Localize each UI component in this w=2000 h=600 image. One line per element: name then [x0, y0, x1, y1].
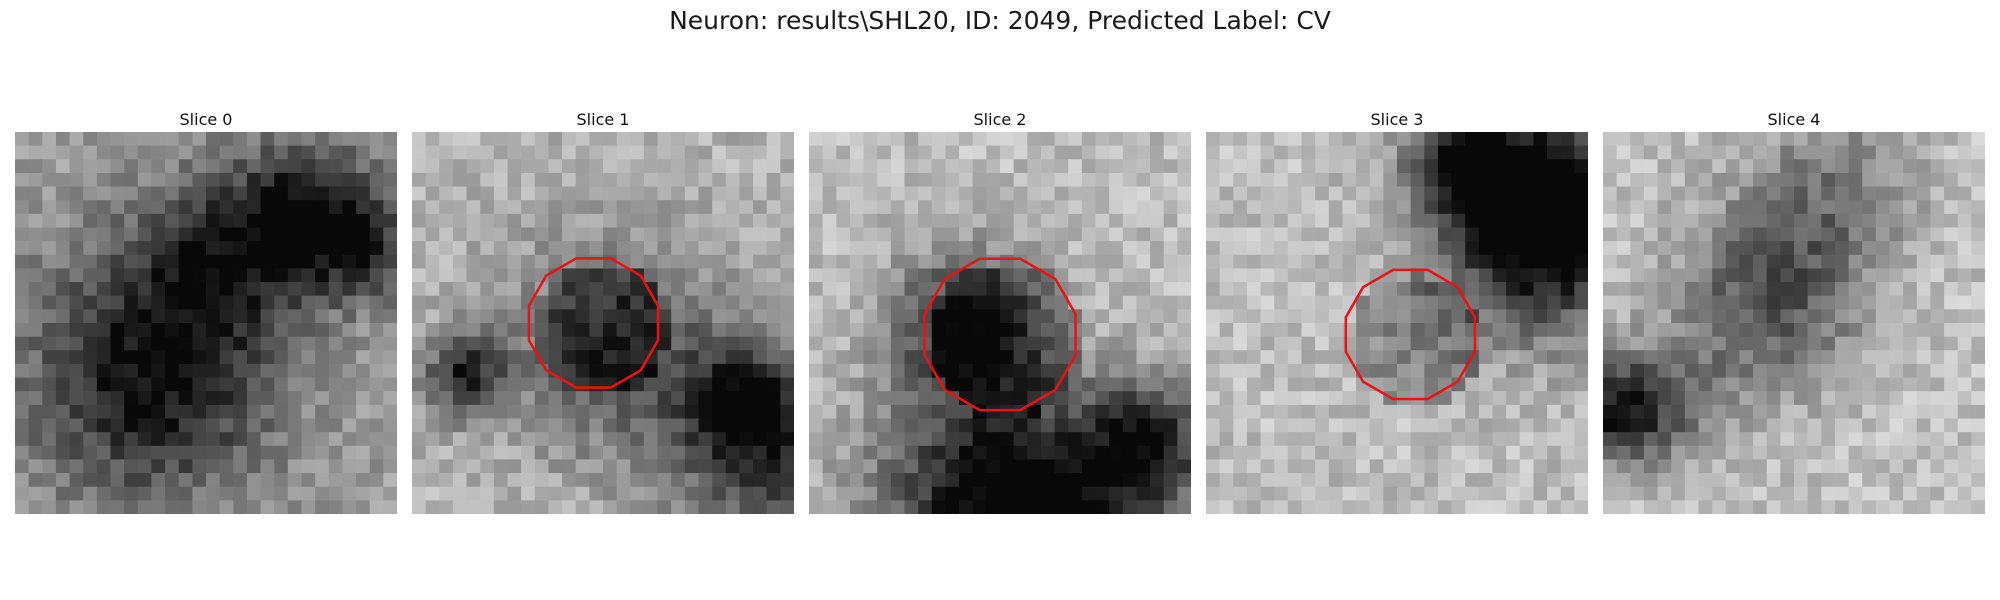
slice-title: Slice 0 — [179, 110, 233, 129]
slice-panel: Slice 0 — [15, 108, 397, 514]
slice-image-grid — [1206, 132, 1588, 514]
slice-panel: Slice 2 — [809, 108, 1191, 514]
slice-image-grid — [15, 132, 397, 514]
roi-contour — [527, 257, 660, 389]
slice-image-grid — [809, 132, 1191, 514]
slice-image-grid — [412, 132, 794, 514]
roi-contour — [923, 257, 1077, 412]
slice-panel: Slice 3 — [1206, 108, 1588, 514]
slice-title: Slice 2 — [973, 110, 1027, 129]
slice-image — [809, 132, 1191, 514]
slice-panel: Slice 4 — [1603, 108, 1985, 514]
figure-title: Neuron: results\SHL20, ID: 2049, Predict… — [669, 6, 1331, 35]
roi-contour — [1344, 268, 1477, 401]
slice-image — [412, 132, 794, 514]
slice-image — [1206, 132, 1588, 514]
slice-title: Slice 3 — [1370, 110, 1424, 129]
slice-title: Slice 4 — [1767, 110, 1821, 129]
slice-image — [1603, 132, 1985, 514]
slice-image — [15, 132, 397, 514]
slice-panel: Slice 1 — [412, 108, 794, 514]
slice-image-grid — [1603, 132, 1985, 514]
slice-title: Slice 1 — [576, 110, 630, 129]
